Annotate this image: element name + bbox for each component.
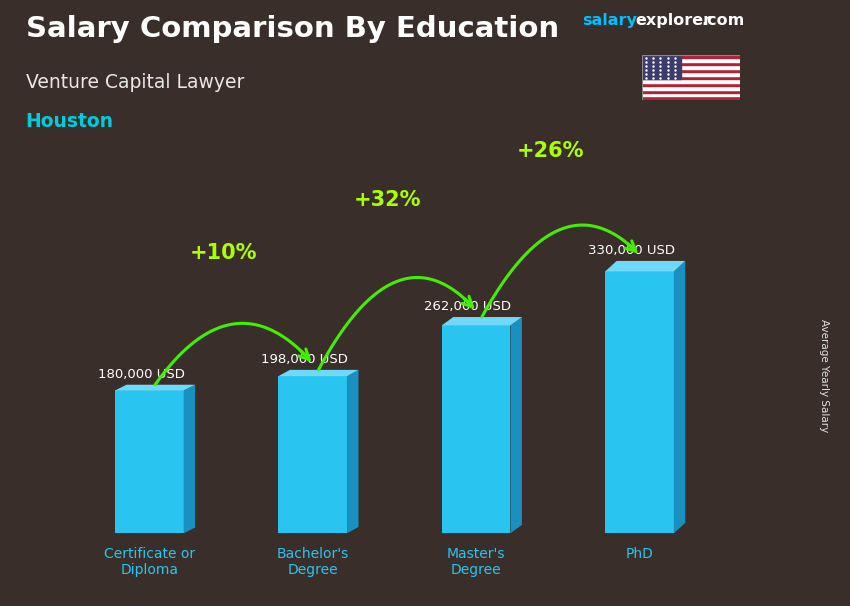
Polygon shape — [184, 385, 196, 533]
Text: 180,000 USD: 180,000 USD — [98, 368, 184, 381]
Bar — [642, 82, 740, 86]
Bar — [642, 86, 740, 90]
Polygon shape — [115, 385, 196, 390]
Polygon shape — [279, 370, 359, 376]
Text: Average Yearly Salary: Average Yearly Salary — [819, 319, 829, 432]
Polygon shape — [605, 261, 685, 271]
Bar — [642, 93, 740, 96]
FancyBboxPatch shape — [115, 390, 184, 533]
Text: explorer: explorer — [636, 13, 712, 28]
Polygon shape — [674, 261, 685, 533]
Text: salary: salary — [582, 13, 638, 28]
Polygon shape — [511, 317, 522, 533]
Bar — [642, 90, 740, 93]
Text: 330,000 USD: 330,000 USD — [588, 244, 675, 257]
FancyBboxPatch shape — [279, 376, 347, 533]
Bar — [642, 72, 740, 76]
Text: 198,000 USD: 198,000 USD — [261, 353, 348, 366]
Polygon shape — [347, 370, 359, 533]
FancyBboxPatch shape — [442, 325, 511, 533]
Polygon shape — [442, 317, 522, 325]
Text: Salary Comparison By Education: Salary Comparison By Education — [26, 15, 558, 43]
Text: +10%: +10% — [190, 243, 258, 263]
Bar — [642, 96, 740, 100]
Bar — [642, 79, 740, 82]
Bar — [642, 65, 740, 68]
Text: +32%: +32% — [354, 190, 421, 210]
Bar — [642, 62, 740, 65]
Text: Houston: Houston — [26, 112, 114, 131]
Text: .com: .com — [701, 13, 745, 28]
Text: Venture Capital Lawyer: Venture Capital Lawyer — [26, 73, 244, 92]
Bar — [642, 55, 740, 58]
FancyBboxPatch shape — [605, 271, 674, 533]
Bar — [642, 68, 740, 72]
Text: 262,000 USD: 262,000 USD — [424, 300, 512, 313]
Bar — [642, 58, 740, 62]
Bar — [642, 76, 740, 79]
Text: +26%: +26% — [517, 141, 584, 161]
Bar — [642, 55, 681, 79]
